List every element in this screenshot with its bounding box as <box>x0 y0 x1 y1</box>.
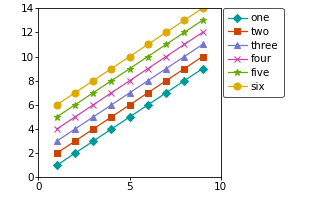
four <box>91 104 95 106</box>
three <box>55 140 59 142</box>
three <box>73 128 77 130</box>
four <box>55 128 59 130</box>
two <box>55 152 59 154</box>
six <box>73 92 77 94</box>
five <box>164 43 168 46</box>
Line: one: one <box>54 66 205 168</box>
one <box>73 152 77 154</box>
two <box>146 92 150 94</box>
four <box>201 31 204 34</box>
Line: six: six <box>53 5 206 108</box>
four <box>73 116 77 118</box>
five <box>182 31 186 34</box>
five <box>91 92 95 94</box>
two <box>128 104 132 106</box>
six <box>164 31 168 34</box>
two <box>91 128 95 130</box>
Line: two: two <box>54 54 205 156</box>
two <box>109 116 113 118</box>
two <box>164 80 168 82</box>
Line: five: five <box>53 17 206 121</box>
four <box>128 80 132 82</box>
one <box>109 128 113 130</box>
six <box>182 19 186 21</box>
five <box>73 104 77 106</box>
four <box>182 43 186 46</box>
one <box>55 164 59 167</box>
one <box>146 104 150 106</box>
three <box>182 55 186 58</box>
one <box>128 116 132 118</box>
five <box>55 116 59 118</box>
one <box>164 92 168 94</box>
Legend: one, two, three, four, five, six: one, two, three, four, five, six <box>223 8 284 97</box>
four <box>164 55 168 58</box>
six <box>55 104 59 106</box>
three <box>91 116 95 118</box>
one <box>91 140 95 142</box>
two <box>182 67 186 70</box>
three <box>164 67 168 70</box>
Line: three: three <box>54 42 205 144</box>
five <box>201 19 204 21</box>
one <box>201 67 204 70</box>
three <box>146 80 150 82</box>
six <box>201 7 204 9</box>
five <box>146 55 150 58</box>
one <box>182 80 186 82</box>
five <box>109 80 113 82</box>
two <box>201 55 204 58</box>
six <box>91 80 95 82</box>
six <box>109 67 113 70</box>
three <box>128 92 132 94</box>
three <box>201 43 204 46</box>
six <box>146 43 150 46</box>
three <box>109 104 113 106</box>
four <box>146 67 150 70</box>
six <box>128 55 132 58</box>
two <box>73 140 77 142</box>
five <box>128 67 132 70</box>
Line: four: four <box>53 29 206 133</box>
four <box>109 92 113 94</box>
